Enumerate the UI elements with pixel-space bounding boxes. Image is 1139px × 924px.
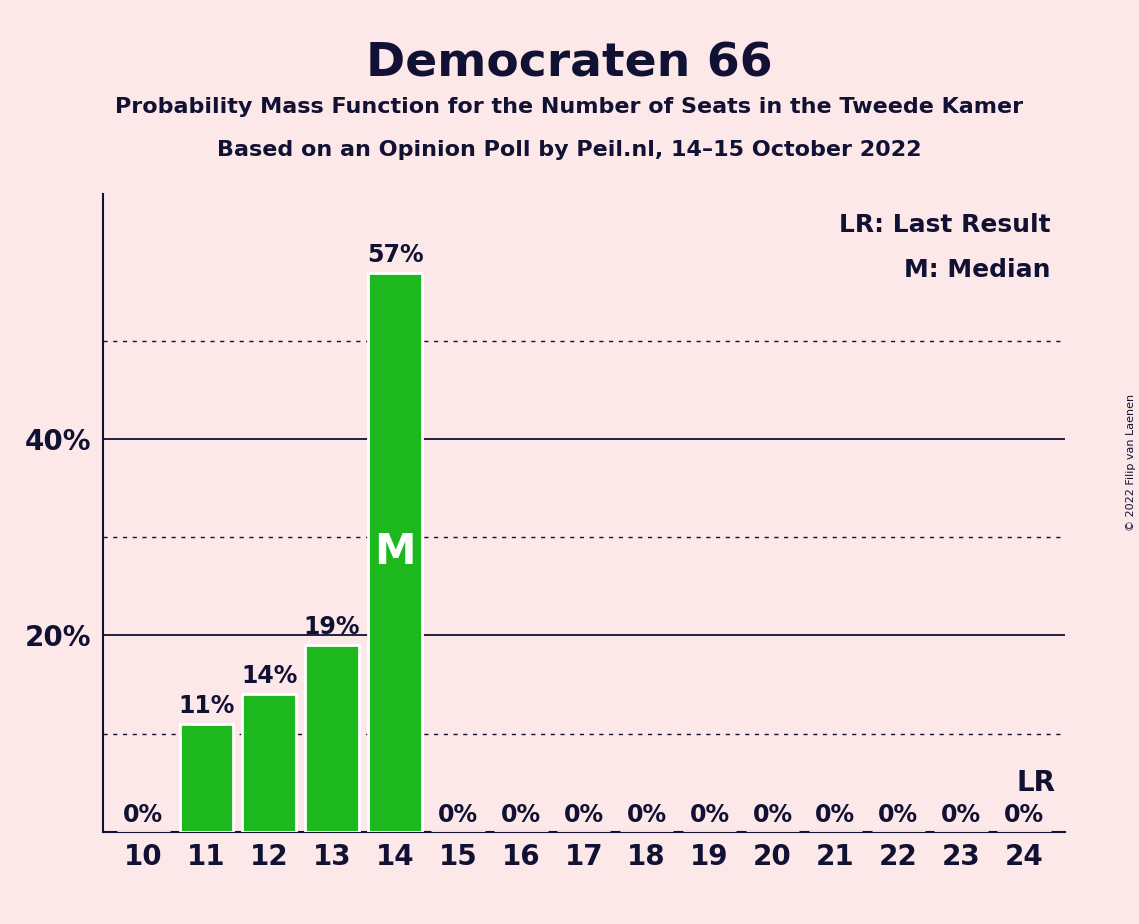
Text: M: Median: M: Median (904, 258, 1050, 282)
Text: 14%: 14% (241, 664, 297, 688)
Text: 0%: 0% (501, 803, 541, 827)
Text: 0%: 0% (753, 803, 793, 827)
Text: 11%: 11% (178, 694, 235, 718)
Text: 19%: 19% (304, 615, 360, 639)
Text: LR: Last Result: LR: Last Result (839, 213, 1050, 237)
Text: 0%: 0% (1003, 803, 1044, 827)
Text: 0%: 0% (941, 803, 981, 827)
Bar (368, 273, 421, 832)
Text: 0%: 0% (816, 803, 855, 827)
Text: © 2022 Filip van Laenen: © 2022 Filip van Laenen (1126, 394, 1136, 530)
Text: Democraten 66: Democraten 66 (366, 42, 773, 87)
Text: 0%: 0% (437, 803, 478, 827)
Text: Based on an Opinion Poll by Peil.nl, 14–15 October 2022: Based on an Opinion Poll by Peil.nl, 14–… (218, 140, 921, 161)
Text: 0%: 0% (689, 803, 730, 827)
Text: 57%: 57% (367, 243, 424, 267)
Bar (180, 723, 233, 832)
Text: 0%: 0% (878, 803, 918, 827)
Bar (243, 694, 296, 832)
Text: 0%: 0% (564, 803, 604, 827)
Text: LR: LR (1016, 770, 1056, 797)
Bar (305, 645, 359, 832)
Text: 0%: 0% (123, 803, 164, 827)
Text: Probability Mass Function for the Number of Seats in the Tweede Kamer: Probability Mass Function for the Number… (115, 97, 1024, 117)
Text: M: M (375, 531, 416, 573)
Text: 0%: 0% (626, 803, 666, 827)
